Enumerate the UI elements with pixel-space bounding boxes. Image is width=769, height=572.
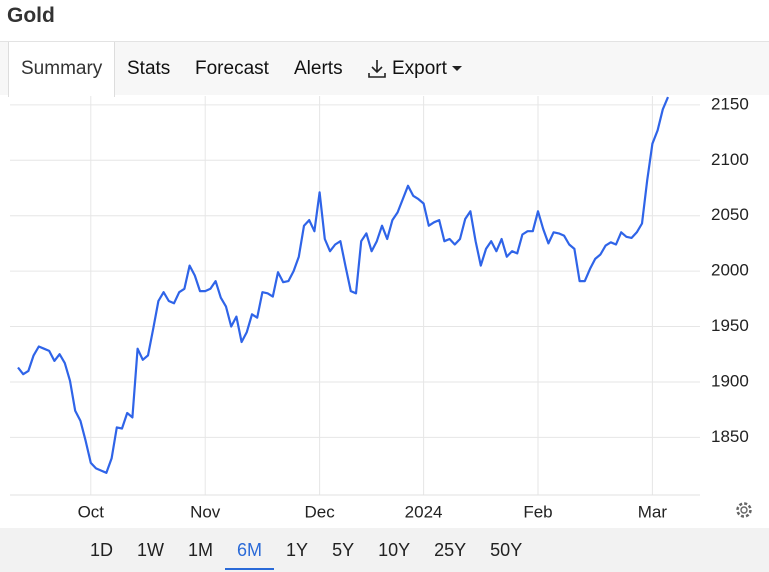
y-tick-label: 1900 <box>711 371 749 390</box>
dropdown-caret[interactable] <box>451 65 463 73</box>
x-tick-label: 2024 <box>405 502 443 521</box>
x-tick-label: Mar <box>638 502 668 521</box>
range-button[interactable]: 25Y <box>434 540 467 560</box>
page-title: Gold <box>7 4 55 27</box>
range-button[interactable]: 50Y <box>490 540 523 560</box>
range-selector: 1D 1W 1M 6M 1Y 5Y 10Y 25Y 50Y <box>0 528 769 572</box>
range-button[interactable]: 1M <box>188 540 214 560</box>
y-tick-label: 1950 <box>711 316 749 335</box>
y-tick-label: 2000 <box>711 261 749 280</box>
range-button[interactable]: 10Y <box>378 540 411 560</box>
tab[interactable]: Alerts <box>294 58 343 79</box>
chart: 1850 1900 1950 2000 2050 2100 2150 Oct Nov Dec 202… <box>10 94 752 521</box>
x-tick-label: Dec <box>304 502 335 521</box>
tab[interactable]: Forecast <box>195 58 269 79</box>
range-button[interactable]: 1D <box>90 540 114 560</box>
tab[interactable]: Stats <box>127 58 171 79</box>
x-tick-label: Nov <box>190 502 221 521</box>
range-button[interactable]: 6M <box>225 528 275 572</box>
price-line <box>17 96 670 474</box>
download-icon[interactable] <box>366 58 388 80</box>
range-button[interactable]: 1W <box>137 540 165 560</box>
y-tick-label: 2100 <box>711 150 749 169</box>
settings-icon[interactable] <box>736 502 752 518</box>
y-tick-label: 2050 <box>711 205 749 224</box>
grid <box>10 96 700 495</box>
x-tick-label: Oct <box>78 502 105 521</box>
plot-area <box>17 96 670 474</box>
x-tick-label: Feb <box>523 502 552 521</box>
range-button[interactable]: 5Y <box>332 540 355 560</box>
y-tick-label: 1850 <box>711 427 749 446</box>
tab[interactable]: Summary <box>8 42 116 97</box>
y-tick-label: 2150 <box>711 94 749 113</box>
tab-bar: Summary Stats Forecast Alerts Export <box>0 41 769 97</box>
range-button[interactable]: 1Y <box>286 540 309 560</box>
tab[interactable]: Export <box>392 58 447 79</box>
